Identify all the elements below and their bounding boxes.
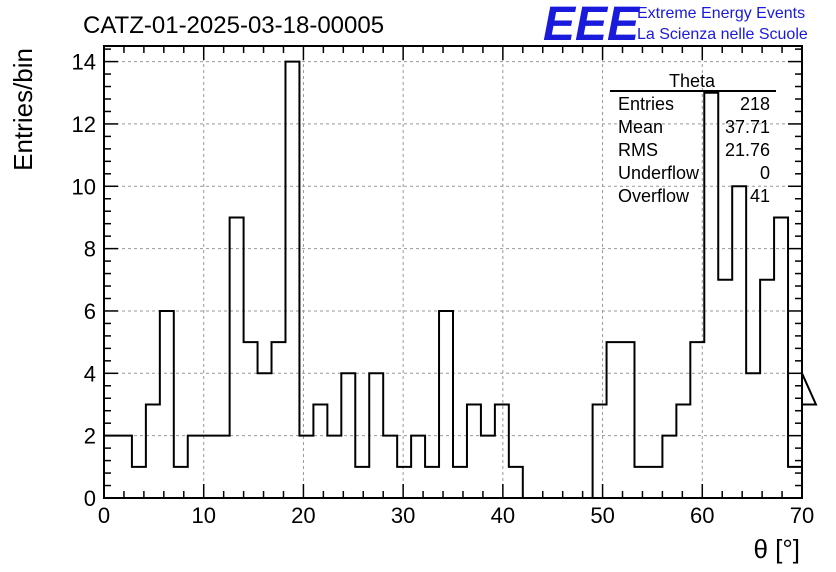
stats-value-overflow: 41: [750, 186, 770, 206]
stats-value-underflow: 0: [760, 163, 770, 183]
y-axis-label: Entries/bin: [8, 48, 38, 171]
histogram-bin: [104, 436, 118, 498]
y-tick-label: 12: [72, 112, 96, 137]
histogram-bin: [607, 342, 621, 498]
y-tick-label: 2: [84, 424, 96, 449]
histogram-bin: [439, 311, 453, 498]
x-axis-label: θ [°]: [753, 534, 800, 564]
histogram-bin: [634, 467, 648, 498]
histogram-bin: [760, 280, 774, 498]
stats-title: Theta: [669, 71, 716, 91]
histogram-bin: [662, 436, 676, 498]
histogram-bin: [453, 467, 467, 498]
histogram-bin: [411, 436, 425, 498]
histogram-bin: [355, 467, 369, 498]
histogram-bin: [285, 62, 299, 498]
histogram-bin: [174, 467, 188, 498]
histogram-bin: [216, 436, 230, 498]
histogram-bin: [788, 467, 802, 498]
eee-logo-mark: EEE: [543, 0, 641, 51]
y-tick-label: 4: [84, 361, 96, 386]
logo-line-1: Extreme Energy Events: [637, 5, 805, 22]
x-tick-label: 60: [690, 503, 714, 528]
histogram-bin: [258, 373, 272, 498]
histogram-bin: [648, 467, 662, 498]
x-tick-label: 10: [191, 503, 215, 528]
histogram-bin: [467, 404, 481, 498]
histogram-series: [104, 60, 818, 499]
histogram-bin: [593, 404, 607, 498]
histogram-bin: [676, 404, 690, 498]
histogram-bin: [704, 93, 718, 498]
eee-logo: EEE Extreme Energy Events La Scienza nel…: [543, 0, 808, 51]
histogram-bin: [272, 342, 286, 498]
stats-label-underflow: Underflow: [618, 163, 700, 183]
histogram-bin: [425, 467, 439, 498]
histogram-bin: [299, 436, 313, 498]
tick-labels: 0 10 20 30 40 50 60 70 0 2 4 6 8 10 12 14: [72, 50, 815, 528]
y-tick-label: 10: [72, 174, 96, 199]
histogram-bin: [718, 280, 732, 498]
histogram-bin: [774, 217, 788, 498]
histogram-bin: [481, 436, 495, 498]
axes: [103, 45, 803, 499]
histogram-bin: [313, 404, 327, 498]
x-tick-label: 20: [291, 503, 315, 528]
stats-label-entries: Entries: [618, 94, 674, 114]
histogram-bin: [230, 217, 244, 498]
histogram-bin: [732, 186, 746, 498]
stats-label-overflow: Overflow: [618, 186, 690, 206]
histogram-bin: [341, 373, 355, 498]
x-tick-label: 40: [491, 503, 515, 528]
y-tick-label: 8: [84, 237, 96, 262]
histogram-bin: [397, 467, 411, 498]
stats-value-mean: 37.71: [725, 117, 770, 137]
y-tick-label: 0: [84, 486, 96, 511]
x-tick-label: 70: [790, 503, 814, 528]
histogram-bin: [118, 436, 132, 498]
stats-box: Theta Entries 218 Mean 37.71 RMS 21.76 U…: [610, 71, 776, 206]
stats-label-rms: RMS: [618, 140, 658, 160]
histogram-bin: [383, 436, 397, 498]
histogram-bin: [146, 404, 160, 498]
y-tick-label: 6: [84, 299, 96, 324]
histogram-bin: [621, 342, 635, 498]
stats-label-mean: Mean: [618, 117, 663, 137]
histogram-bin: [327, 436, 341, 498]
logo-line-2: La Scienza nelle Scuole: [637, 26, 808, 43]
histogram-bin: [160, 311, 174, 498]
histogram-bin: [495, 404, 509, 498]
stats-value-rms: 21.76: [725, 140, 770, 160]
x-tick-label: 30: [391, 503, 415, 528]
stats-value-entries: 218: [740, 94, 770, 114]
x-tick-label: 50: [590, 503, 614, 528]
chart-title: CATZ-01-2025-03-18-00005: [83, 12, 384, 39]
x-tick-label: 0: [98, 503, 110, 528]
histogram-line: [104, 60, 818, 499]
y-tick-label: 14: [72, 50, 96, 75]
histogram-bin: [509, 467, 523, 498]
plot-frame: [103, 45, 803, 499]
histogram-bin: [188, 436, 202, 498]
histogram-bin: [244, 342, 258, 498]
